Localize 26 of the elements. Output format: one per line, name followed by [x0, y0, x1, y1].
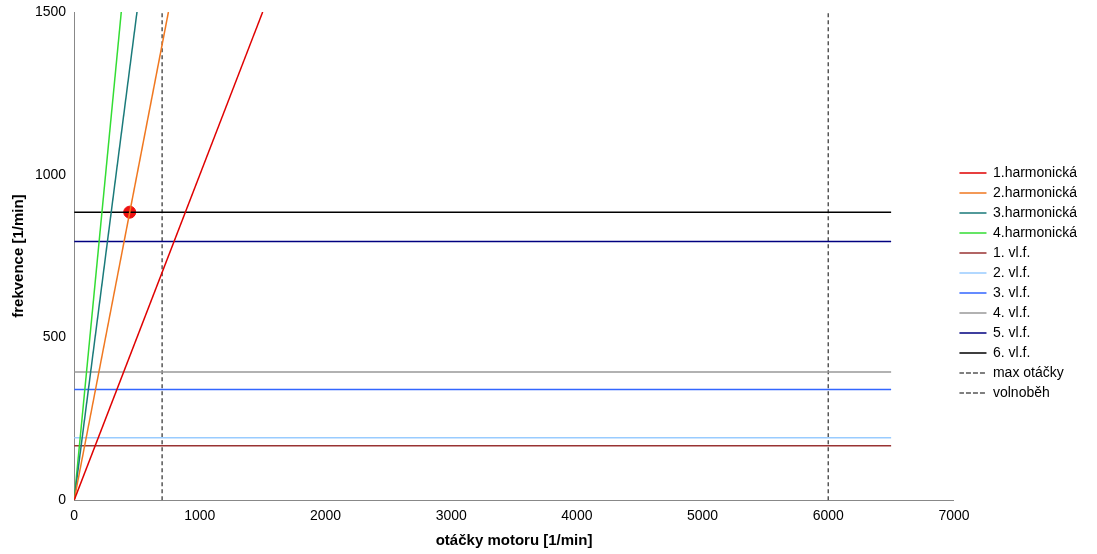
y-tick-label: 1500 — [34, 2, 67, 19]
legend-label: 2.harmonická — [992, 183, 1078, 200]
legend-label: 1.harmonická — [992, 163, 1078, 180]
legend-label: 2. vl.f. — [992, 263, 1031, 280]
y-tick-label: 0 — [58, 491, 67, 508]
x-tick-label: 6000 — [812, 507, 845, 524]
y-tick-label: 500 — [42, 328, 67, 345]
y-axis-title: frekvence [1/min] — [9, 194, 27, 318]
legend-label: 3. vl.f. — [992, 283, 1031, 300]
y-tick-label: 1000 — [34, 165, 67, 182]
x-tick-label: 0 — [70, 507, 79, 524]
legend-label: max otáčky — [992, 363, 1064, 380]
x-tick-label: 1000 — [184, 507, 216, 524]
legend-label: 6. vl.f. — [992, 343, 1031, 360]
x-tick-label: 4000 — [561, 507, 593, 524]
x-tick-label: 3000 — [435, 507, 467, 524]
legend-label: 4.harmonická — [992, 223, 1078, 240]
legend-label: 5. vl.f. — [992, 323, 1031, 340]
legend-label: volnoběh — [992, 383, 1050, 400]
legend-label: 4. vl.f. — [992, 303, 1031, 320]
x-tick-label: 2000 — [309, 507, 342, 524]
legend-label: 1. vl.f. — [992, 243, 1031, 260]
x-axis-title: otáčky motoru [1/min] — [435, 531, 593, 549]
x-tick-label: 5000 — [687, 507, 719, 524]
legend-label: 3.harmonická — [992, 203, 1078, 220]
x-tick-label: 7000 — [938, 507, 970, 524]
